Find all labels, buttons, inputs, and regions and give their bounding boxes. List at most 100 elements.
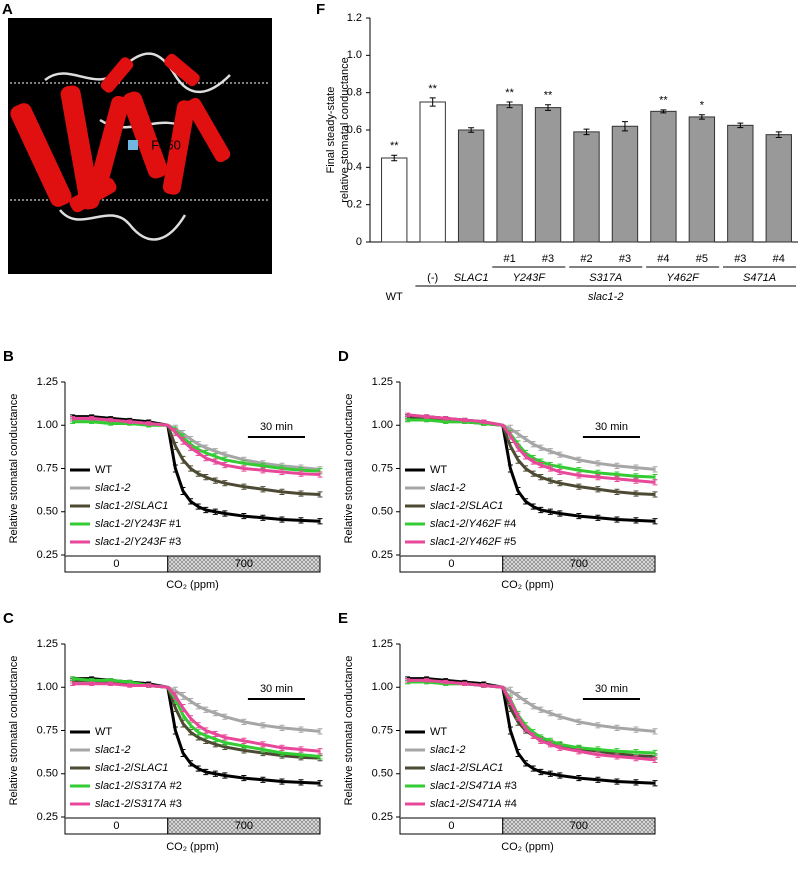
legend-label: WT xyxy=(95,464,112,476)
y-tick-label: 1.25 xyxy=(372,638,393,650)
y-tick-label: 0.75 xyxy=(37,462,58,474)
text-run: #3 xyxy=(166,536,181,548)
legend-label: slac1-2/S317A #3 xyxy=(95,798,182,810)
significance: ** xyxy=(428,83,437,95)
group-label: S471A xyxy=(743,272,776,284)
scale-bar-label: 30 min xyxy=(595,683,628,695)
text-run: S317A xyxy=(134,780,167,792)
error-bar xyxy=(660,109,667,114)
legend-label: slac1-2/Y462F #4 xyxy=(430,518,516,530)
structure-label: Extracellular side xyxy=(156,256,255,271)
error-bar xyxy=(621,121,628,132)
text-run: slac1-2 xyxy=(430,762,465,774)
co2-label: 700 xyxy=(235,820,253,832)
text-run: Y243F xyxy=(134,536,168,548)
helix xyxy=(10,103,72,207)
series-line xyxy=(407,418,656,479)
text-run: #2 xyxy=(167,780,182,792)
bar xyxy=(457,129,485,243)
y-tick-label: 1.00 xyxy=(372,681,393,693)
significance: * xyxy=(700,100,705,112)
text-run: Y462F xyxy=(666,272,700,284)
structure-label: S471 xyxy=(18,237,48,252)
co2-label: 700 xyxy=(235,558,253,570)
x-tick-label: #4 xyxy=(773,253,785,265)
legend-label: slac1-2 xyxy=(95,744,130,756)
text-run: #3 xyxy=(502,780,517,792)
structure-panel: A Cytoplasmic side H260 S317 Y243 F450 Y462 S4… xyxy=(2,1,272,274)
helix xyxy=(100,57,134,93)
text-run: S471A xyxy=(469,798,502,810)
text-run: / xyxy=(465,536,469,548)
co2-segment xyxy=(502,555,656,573)
group-label: slac1-2 xyxy=(588,291,623,303)
scale-bar-label: 30 min xyxy=(595,421,628,433)
text-run: / xyxy=(130,798,134,810)
x-tick-label: SLAC1 xyxy=(454,272,489,284)
y-tick-label: 0.25 xyxy=(37,549,58,561)
y-tick-label: 0.75 xyxy=(37,724,58,736)
legend-label: slac1-2 xyxy=(430,744,465,756)
text-run: / xyxy=(130,536,134,548)
series-line xyxy=(407,413,656,484)
bar xyxy=(496,104,523,243)
series-line xyxy=(407,678,656,762)
text-run: / xyxy=(465,500,469,512)
error-bar xyxy=(698,114,705,120)
y-tick-label: 0.50 xyxy=(37,506,58,518)
structure-label: Y243 xyxy=(211,54,241,69)
x-tick-label: #3 xyxy=(619,253,631,265)
series-line xyxy=(407,677,656,785)
error-bar xyxy=(545,104,552,111)
y-tick-label: 0.75 xyxy=(372,462,393,474)
text-run: slac1-2 xyxy=(95,762,130,774)
series-line xyxy=(72,420,321,473)
text-run: slac1-2 xyxy=(430,518,465,530)
text-run: #4 xyxy=(501,518,516,530)
y-axis-label: Relative stomatal conductance xyxy=(343,394,355,544)
significance: ** xyxy=(659,95,668,107)
legend-label: slac1-2/Y462F #5 xyxy=(430,536,516,548)
residue xyxy=(128,140,138,150)
helix xyxy=(60,85,100,210)
y-tick-label: 0.50 xyxy=(37,768,58,780)
text-run: Y462F xyxy=(469,536,503,548)
bar xyxy=(611,125,639,243)
co2-segment xyxy=(167,555,321,573)
text-run: slac1-2 xyxy=(95,518,130,530)
x-tick-label: #2 xyxy=(580,253,592,265)
co2-label: 700 xyxy=(570,558,588,570)
legend-label: slac1-2/SLAC1 xyxy=(95,500,168,512)
error-bar xyxy=(70,681,76,687)
legend-label: slac1-2/SLAC1 xyxy=(430,762,503,774)
y-tick-label: 1.00 xyxy=(37,681,58,693)
text-run: slac1-2 xyxy=(95,500,130,512)
text-run: SLAC1 xyxy=(134,762,169,774)
x-tick-label: #3 xyxy=(542,253,554,265)
text-run: slac1-2 xyxy=(588,291,623,303)
bar xyxy=(650,110,677,243)
text-run: Y243F xyxy=(134,518,168,530)
text-run: SLAC1 xyxy=(134,500,169,512)
x-tick-label: #1 xyxy=(503,253,515,265)
bar xyxy=(419,101,446,243)
bar xyxy=(573,131,600,243)
error-bar xyxy=(775,131,782,138)
text-run: slac1-2 xyxy=(95,482,130,494)
helix xyxy=(185,97,231,163)
series-line xyxy=(72,677,321,758)
legend-label: slac1-2/S317A #2 xyxy=(95,780,182,792)
text-run: slac1-2 xyxy=(430,798,465,810)
legend-label: slac1-2/SLAC1 xyxy=(430,500,503,512)
y-tick-label: 0.25 xyxy=(372,549,393,561)
y-tick-label: 1.00 xyxy=(372,419,393,431)
text-run: slac1-2 xyxy=(430,780,465,792)
y-tick-label: 1.25 xyxy=(37,638,58,650)
y-tick-label: 1.25 xyxy=(372,376,393,388)
text-run: / xyxy=(465,518,469,530)
text-run: / xyxy=(130,780,134,792)
x-tick-label: #4 xyxy=(657,253,669,265)
panel-letter: A xyxy=(2,1,13,18)
